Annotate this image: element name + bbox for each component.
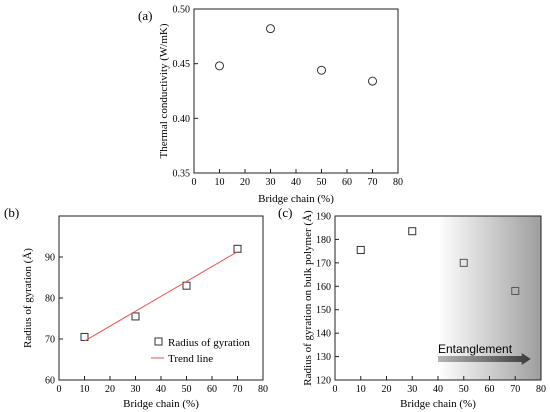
panel-c-data-point <box>356 245 365 254</box>
panel-c-y-tick-label: 150 <box>316 305 331 316</box>
panel-a-chart: 0 10 20 30 40 50 60 70 80 0.35 0.40 0.45 0.50 (a) Br… <box>138 5 403 206</box>
panel-b-y-tick-label: 90 <box>45 253 55 264</box>
legend-square-marker <box>154 337 163 346</box>
entanglement-arrow <box>438 353 531 365</box>
panel-c-x-tick-label: 40 <box>433 384 443 395</box>
panel-c-x-tick-label: 50 <box>459 384 469 395</box>
panel-c-y-tick-label: 190 <box>316 212 331 223</box>
panel-a-data-point <box>317 65 326 75</box>
panel-a-y-axis-title: Thermal conductivity (W/mK) <box>158 23 170 158</box>
panel-b-x-axis-title: Bridge chain (%) <box>123 398 199 410</box>
panel-c-x-tick-label: 60 <box>485 384 495 395</box>
panel-b-frame <box>58 215 264 381</box>
panel-b-x-tick-label: 40 <box>156 384 166 395</box>
panel-a-x-tick-label: 80 <box>393 177 403 188</box>
panel-c-label: (c) <box>278 205 292 220</box>
panel-c-x-tick-label: 0 <box>333 384 338 395</box>
entanglement-shaded-region <box>438 216 541 380</box>
legend-label-radius-of-gyration: Radius of gyration <box>168 337 250 349</box>
panel-c-x-tick-label: 80 <box>536 384 546 395</box>
panel-c-x-tick-label: 30 <box>407 384 417 395</box>
panel-b-x-tick-label: 80 <box>258 384 268 395</box>
panel-b-x-tick-label: 60 <box>207 384 217 395</box>
panel-b-y-axis-title: Radius of gyration (Å) <box>22 248 34 348</box>
panel-a-x-axis-title: Bridge chain (%) <box>258 193 334 205</box>
panel-b-x-tick-label: 50 <box>182 384 192 395</box>
panel-a-x-tick-label: 0 <box>192 177 197 188</box>
panel-b-x-tick-label: 0 <box>57 384 62 395</box>
panel-a-y-tick-label: 0.50 <box>173 5 191 16</box>
panel-a-label: (a) <box>138 8 152 23</box>
panel-a-x-tick-label: 40 <box>291 177 301 188</box>
panel-b-legend: Radius of gyration Trend line <box>151 337 250 365</box>
panel-b-x-tick-label: 30 <box>131 384 141 395</box>
panel-c-y-tick-label: 140 <box>316 329 331 340</box>
entanglement-annotation-label: Entanglement <box>438 342 513 356</box>
panel-a-y-tick-label: 0.40 <box>173 114 191 125</box>
legend-label-trend-line: Trend line <box>168 353 213 365</box>
panel-b-y-tick-label: 80 <box>45 294 55 305</box>
panel-a-y-tick-label: 0.45 <box>173 59 191 70</box>
panel-c-data-point <box>511 286 520 295</box>
panel-c-chart: 0 10 20 30 40 50 60 70 80 120 130 140 150 160 170 180 19… <box>278 205 546 410</box>
panel-b-background <box>59 216 263 380</box>
panel-b-data-point <box>131 312 140 321</box>
panel-c-data-point <box>408 227 417 236</box>
panel-a-x-tick-label: 20 <box>240 177 250 188</box>
panel-a-frame <box>193 8 399 174</box>
panel-c-y-tick-label: 130 <box>316 352 331 363</box>
panel-a-x-tick-label: 60 <box>342 177 352 188</box>
panel-c-y-axis-title: Radius of gyration on bulk polymer (Å) <box>302 210 314 386</box>
panel-c-y-tick-label: 120 <box>316 376 331 387</box>
panel-c-x-tick-label: 10 <box>356 384 366 395</box>
panel-c-y-tick-label: 170 <box>316 258 331 269</box>
trend-line <box>84 251 238 342</box>
panel-a-data-point <box>215 61 224 71</box>
panel-a-x-tick-label: 10 <box>215 177 225 188</box>
panel-b-y-tick-label: 60 <box>45 376 55 387</box>
panel-b-data-point <box>233 244 242 253</box>
panel-b-x-tick-label: 70 <box>233 384 243 395</box>
panel-a-data-point <box>368 76 377 86</box>
panel-b-chart: 0 10 20 30 40 50 60 70 80 60 70 80 90 (b) Bridge cha… <box>4 205 268 410</box>
panel-c-x-axis-title: Bridge chain (%) <box>400 398 476 410</box>
panel-c-x-tick-label: 70 <box>510 384 520 395</box>
panel-b-x-tick-label: 10 <box>80 384 90 395</box>
panel-a-x-tick-label: 50 <box>317 177 327 188</box>
panel-b-data-point <box>182 281 191 290</box>
panel-a-background <box>194 9 398 173</box>
panel-b-data-point <box>80 332 89 341</box>
panel-b-y-tick-label: 70 <box>45 335 55 346</box>
panel-b-x-tick-label: 20 <box>105 384 115 395</box>
panel-b-label: (b) <box>4 205 19 220</box>
panel-a-x-tick-label: 30 <box>266 177 276 188</box>
panel-c-data-point <box>459 258 468 267</box>
panel-a-x-tick-label: 70 <box>368 177 378 188</box>
panel-c-y-tick-label: 180 <box>316 235 331 246</box>
panel-c-x-tick-label: 20 <box>382 384 392 395</box>
panel-a-data-point <box>266 24 275 34</box>
panel-a-y-tick-label: 0.35 <box>173 169 191 180</box>
panel-c-y-tick-label: 160 <box>316 282 331 293</box>
